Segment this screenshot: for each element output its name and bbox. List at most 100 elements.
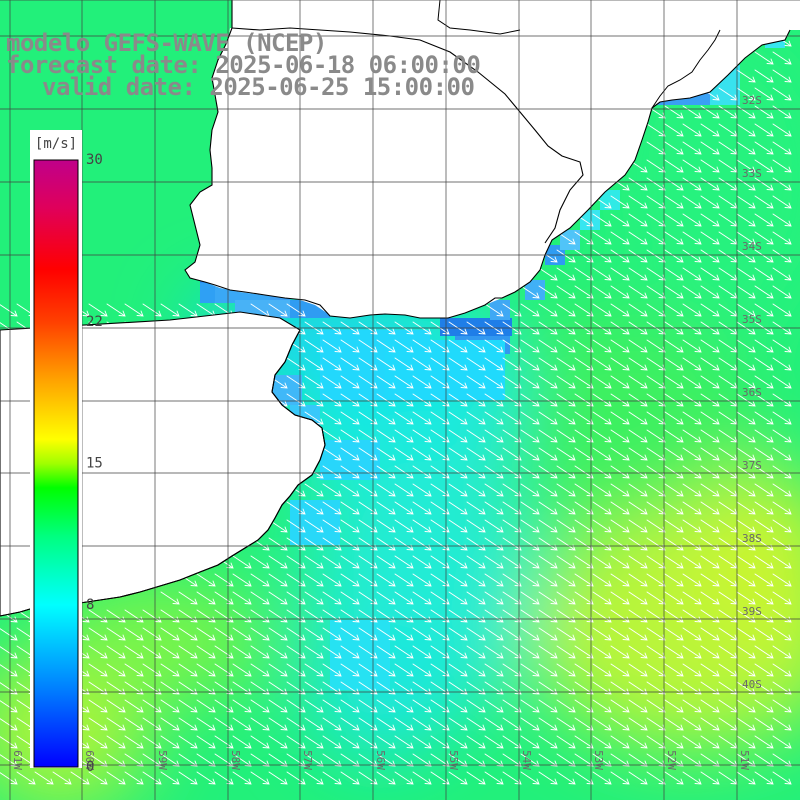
wind-arrow bbox=[628, 375, 648, 389]
wind-arrow bbox=[574, 303, 594, 317]
wind-arrow bbox=[610, 213, 630, 227]
wind-arrow bbox=[502, 447, 522, 461]
wind-arrow bbox=[772, 663, 792, 677]
wind-arrow bbox=[106, 717, 126, 731]
wind-arrow bbox=[754, 159, 774, 173]
wind-arrow bbox=[628, 465, 648, 479]
wind-arrow bbox=[502, 465, 522, 479]
wind-arrow bbox=[142, 663, 162, 677]
wind-arrow bbox=[340, 555, 360, 569]
wind-arrow bbox=[448, 375, 468, 389]
wind-arrow bbox=[394, 519, 414, 533]
wind-arrow bbox=[754, 267, 774, 281]
wind-arrow bbox=[754, 501, 774, 515]
wind-arrow bbox=[682, 303, 702, 317]
wind-arrow bbox=[466, 465, 486, 479]
longitude-label: 57W bbox=[301, 750, 314, 770]
wind-arrow bbox=[772, 123, 792, 137]
wind-arrow bbox=[394, 663, 414, 677]
wind-arrow bbox=[502, 663, 522, 677]
wind-arrow bbox=[574, 771, 594, 785]
latitude-label: 33S bbox=[742, 167, 762, 180]
wind-arrow bbox=[736, 591, 756, 605]
wind-arrow bbox=[376, 429, 396, 443]
wind-arrow bbox=[754, 339, 774, 353]
wind-arrow bbox=[520, 501, 540, 515]
wind-arrow bbox=[286, 501, 306, 515]
wind-arrow bbox=[394, 717, 414, 731]
wind-arrow bbox=[664, 753, 684, 767]
wind-arrow bbox=[484, 717, 504, 731]
wind-arrow bbox=[286, 591, 306, 605]
wind-arrow bbox=[592, 231, 612, 245]
wind-arrow bbox=[574, 231, 594, 245]
wind-arrow bbox=[322, 357, 342, 371]
wind-arrow bbox=[340, 393, 360, 407]
wind-arrow bbox=[340, 591, 360, 605]
wind-arrow bbox=[556, 717, 576, 731]
wind-arrow bbox=[178, 735, 198, 749]
wind-arrow bbox=[340, 357, 360, 371]
wind-arrow bbox=[322, 699, 342, 713]
wind-arrow bbox=[538, 285, 558, 299]
wind-arrow bbox=[592, 249, 612, 263]
wind-arrow bbox=[592, 753, 612, 767]
wind-arrow bbox=[736, 69, 756, 83]
wind-arrow bbox=[700, 735, 720, 749]
wind-arrow bbox=[664, 465, 684, 479]
wind-arrow bbox=[394, 645, 414, 659]
wind-arrow bbox=[592, 573, 612, 587]
wind-arrow bbox=[268, 771, 288, 785]
wind-arrow bbox=[664, 393, 684, 407]
wind-arrow bbox=[394, 465, 414, 479]
wind-arrow bbox=[736, 663, 756, 677]
wind-arrow bbox=[772, 501, 792, 515]
wind-arrow bbox=[520, 537, 540, 551]
wind-arrow bbox=[412, 537, 432, 551]
wind-arrow bbox=[466, 483, 486, 497]
wind-arrow bbox=[754, 771, 774, 785]
wind-arrow bbox=[592, 627, 612, 641]
wind-arrow bbox=[736, 519, 756, 533]
wind-arrow bbox=[178, 771, 198, 785]
wind-arrow bbox=[592, 375, 612, 389]
wind-arrow bbox=[754, 735, 774, 749]
wind-arrow bbox=[682, 177, 702, 191]
wind-arrow bbox=[106, 627, 126, 641]
wind-arrow bbox=[16, 771, 36, 785]
wind-arrow bbox=[214, 663, 234, 677]
wind-arrow bbox=[484, 573, 504, 587]
wind-arrow bbox=[610, 483, 630, 497]
wind-arrow bbox=[736, 465, 756, 479]
wind-arrow bbox=[700, 339, 720, 353]
wind-arrow bbox=[736, 267, 756, 281]
wind-arrow bbox=[250, 555, 270, 569]
wind-arrow bbox=[178, 645, 198, 659]
wind-arrow bbox=[736, 555, 756, 569]
wind-arrow bbox=[412, 771, 432, 785]
wind-arrow bbox=[52, 771, 72, 785]
wind-arrow bbox=[664, 267, 684, 281]
wind-arrow bbox=[682, 555, 702, 569]
wind-arrow bbox=[376, 573, 396, 587]
wind-arrow bbox=[304, 537, 324, 551]
wind-arrow bbox=[340, 483, 360, 497]
wind-arrow bbox=[574, 717, 594, 731]
wind-arrow bbox=[106, 699, 126, 713]
wind-arrow bbox=[196, 699, 216, 713]
border-uruguay-brazil bbox=[231, 27, 584, 244]
wind-arrow bbox=[556, 627, 576, 641]
wind-arrow bbox=[664, 537, 684, 551]
wind-arrow bbox=[88, 717, 108, 731]
wind-arrow bbox=[322, 663, 342, 677]
wind-arrow bbox=[682, 591, 702, 605]
wind-arrow bbox=[214, 627, 234, 641]
wind-arrow bbox=[268, 591, 288, 605]
wind-arrow bbox=[664, 411, 684, 425]
wind-arrow bbox=[664, 555, 684, 569]
wind-arrow bbox=[394, 753, 414, 767]
wind-arrow bbox=[394, 339, 414, 353]
wind-arrow bbox=[160, 735, 180, 749]
wind-arrow bbox=[772, 591, 792, 605]
latitude-label: 35S bbox=[742, 313, 762, 326]
